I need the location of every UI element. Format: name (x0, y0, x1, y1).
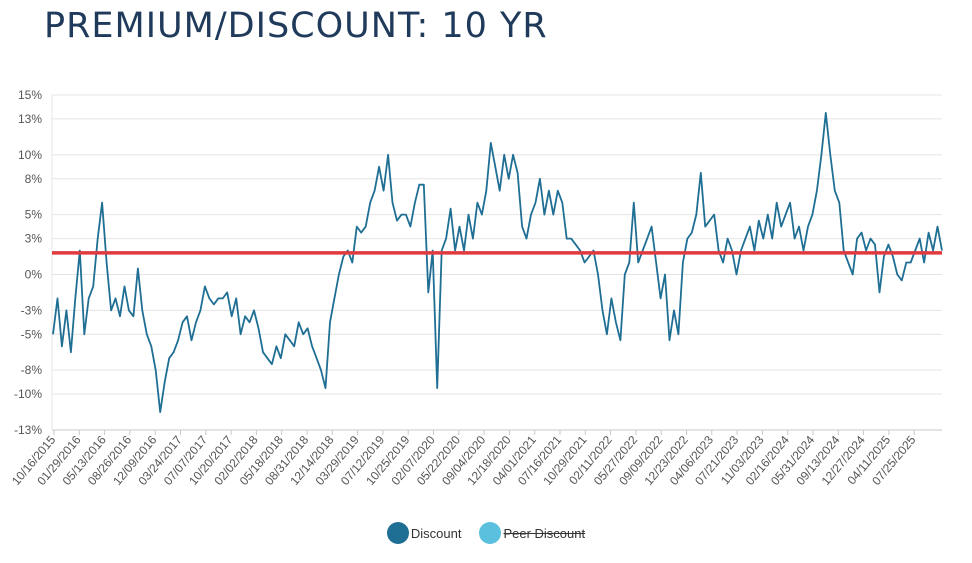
y-tick-label: -8% (21, 363, 43, 377)
y-tick-label: 5% (25, 208, 43, 222)
y-tick-label: 10% (18, 148, 42, 162)
legend-item-peer-discount[interactable]: Peer Discount (479, 522, 585, 544)
legend-label-peer-discount: Peer Discount (503, 525, 586, 541)
legend-item-discount[interactable]: Discount (386, 522, 462, 544)
premium-discount-chart[interactable]: -13% -10% -8% -5% -3% 0% 3% 5% 8% 10% 13% 15% 10/16… (0, 0, 972, 520)
y-tick-label: -10% (14, 387, 42, 401)
y-tick-label: 8% (25, 172, 43, 186)
legend-swatch-peer-discount (479, 522, 502, 544)
y-tick-label: -3% (21, 303, 43, 317)
series-line-discount[interactable] (52, 112, 943, 414)
y-tick-label: 0% (25, 267, 43, 281)
legend: Discount Peer Discount (0, 522, 972, 544)
y-tick-label: 3% (25, 232, 43, 246)
gridlines (52, 94, 942, 431)
y-tick-label: -5% (21, 327, 43, 341)
legend-swatch-discount (386, 522, 409, 544)
y-tick-label: 15% (18, 88, 42, 102)
series-layer[interactable] (52, 112, 943, 414)
legend-label-discount: Discount (410, 525, 462, 541)
y-tick-label: 13% (18, 112, 42, 126)
x-axis (51, 95, 942, 431)
y-tick-label: -13% (14, 423, 42, 437)
chart-title: PREMIUM/DISCOUNT: 10 YR (44, 6, 548, 46)
y-axis-ticks: -13% -10% -8% -5% -3% 0% 3% 5% 8% 10% 13% 15% (14, 88, 42, 437)
x-axis-ticks: 10/16/201501/29/201605/13/201608/26/2016… (9, 430, 919, 488)
